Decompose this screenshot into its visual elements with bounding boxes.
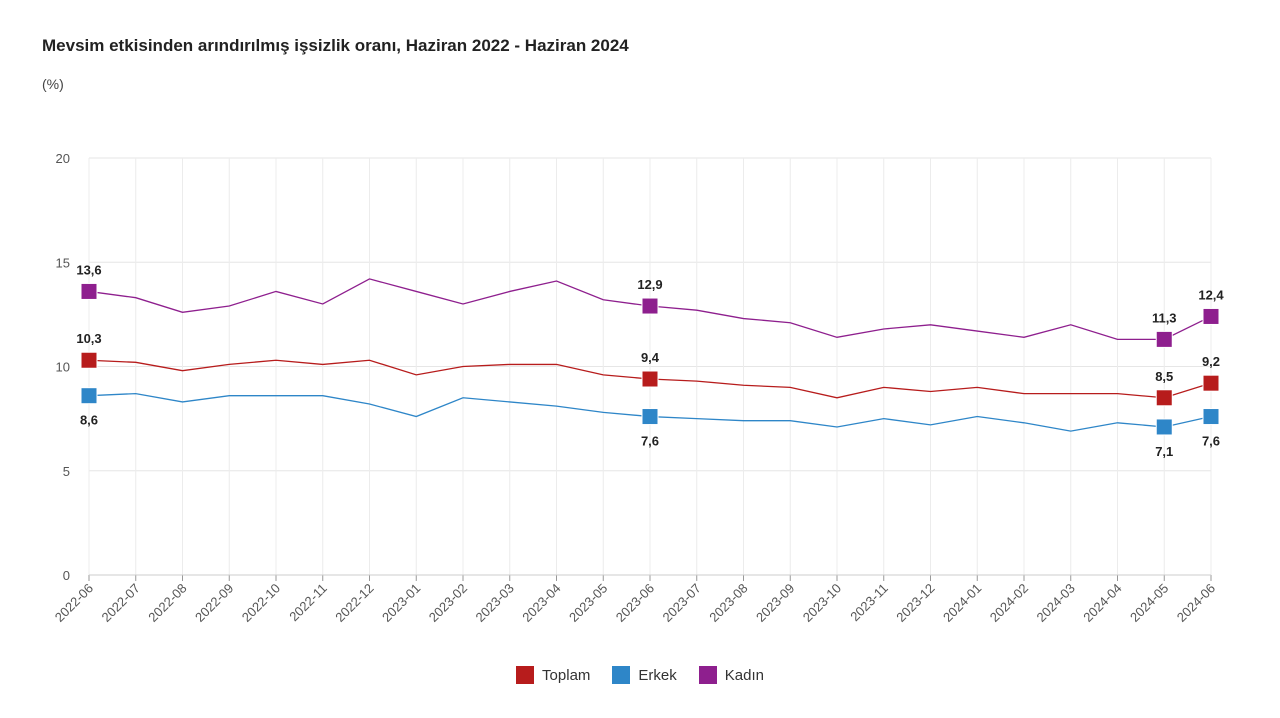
y-axis-unit: (%) xyxy=(42,76,64,92)
data-label-erkek: 7,6 xyxy=(1202,434,1220,449)
data-label-erkek: 7,1 xyxy=(1155,444,1173,459)
data-label-erkek: 7,6 xyxy=(641,434,659,449)
data-label-toplam: 10,3 xyxy=(76,331,101,346)
legend-label-erkek: Erkek xyxy=(638,666,677,684)
y-tick-label: 15 xyxy=(56,255,70,270)
x-tick-label: 2023-05 xyxy=(566,581,610,625)
y-tick-label: 20 xyxy=(56,151,70,166)
y-tick-label: 0 xyxy=(63,568,70,583)
x-tick-label: 2024-03 xyxy=(1034,581,1078,625)
legend-label-toplam: Toplam xyxy=(542,666,591,684)
data-marker-toplam xyxy=(641,370,659,388)
x-tick-label: 2024-05 xyxy=(1127,581,1171,625)
x-tick-label: 2024-01 xyxy=(940,581,984,625)
data-marker-kadin xyxy=(80,282,98,300)
x-tick-label: 2022-11 xyxy=(286,581,330,625)
chart-title: Mevsim etkisinden arındırılmış işsizlik … xyxy=(42,36,629,55)
x-tick-label: 2023-06 xyxy=(613,581,657,625)
legend-label-kadin: Kadın xyxy=(724,666,764,684)
x-tick-label: 2022-08 xyxy=(145,581,189,625)
data-label-kadin: 13,6 xyxy=(76,262,101,277)
legend-item-kadin[interactable]: Kadın xyxy=(698,666,764,684)
x-tick-label: 2022-10 xyxy=(239,581,283,625)
data-label-kadin: 12,9 xyxy=(637,277,662,292)
x-tick-label: 2023-07 xyxy=(660,581,704,625)
legend-swatch-kadin xyxy=(698,666,717,684)
x-tick-label: 2022-07 xyxy=(99,581,143,625)
x-tick-label: 2023-04 xyxy=(519,581,563,625)
y-tick-label: 10 xyxy=(56,360,70,375)
data-label-kadin: 12,4 xyxy=(1198,287,1224,302)
x-tick-label: 2023-11 xyxy=(847,581,891,625)
y-tick-label: 5 xyxy=(63,464,70,479)
x-tick-label: 2023-08 xyxy=(706,581,750,625)
data-marker-toplam xyxy=(1202,374,1220,392)
x-tick-label: 2024-04 xyxy=(1080,581,1124,625)
data-marker-erkek xyxy=(641,408,659,426)
x-tick-label: 2022-12 xyxy=(332,581,376,625)
data-marker-toplam xyxy=(80,351,98,369)
data-label-toplam: 9,4 xyxy=(641,350,660,365)
x-tick-label: 2023-09 xyxy=(753,581,797,625)
x-tick-label: 2023-02 xyxy=(426,581,470,625)
x-tick-label: 2022-06 xyxy=(52,581,96,625)
data-marker-erkek xyxy=(1202,408,1220,426)
legend-swatch-toplam xyxy=(516,666,535,684)
data-label-toplam: 9,2 xyxy=(1202,354,1220,369)
data-marker-erkek xyxy=(80,387,98,405)
data-marker-kadin xyxy=(1155,330,1173,348)
x-tick-label: 2023-03 xyxy=(473,581,517,625)
data-marker-kadin xyxy=(641,297,659,315)
data-label-toplam: 8,5 xyxy=(1155,369,1173,384)
x-tick-label: 2024-06 xyxy=(1174,581,1218,625)
data-marker-erkek xyxy=(1155,418,1173,436)
data-label-erkek: 8,6 xyxy=(80,413,98,428)
data-label-kadin: 11,3 xyxy=(1152,310,1177,325)
data-marker-kadin xyxy=(1202,307,1220,325)
data-marker-toplam xyxy=(1155,389,1173,407)
x-tick-label: 2023-10 xyxy=(800,581,844,625)
x-tick-label: 2022-09 xyxy=(192,581,236,625)
legend-item-toplam[interactable]: Toplam xyxy=(516,666,590,684)
x-tick-label: 2023-01 xyxy=(379,581,423,625)
x-tick-label: 2023-12 xyxy=(893,581,937,625)
legend-swatch-erkek xyxy=(612,666,631,684)
x-tick-label: 2024-02 xyxy=(987,581,1031,625)
legend-item-erkek[interactable]: Erkek xyxy=(612,666,677,684)
chart-legend: Toplam Erkek Kadın xyxy=(0,666,1280,684)
